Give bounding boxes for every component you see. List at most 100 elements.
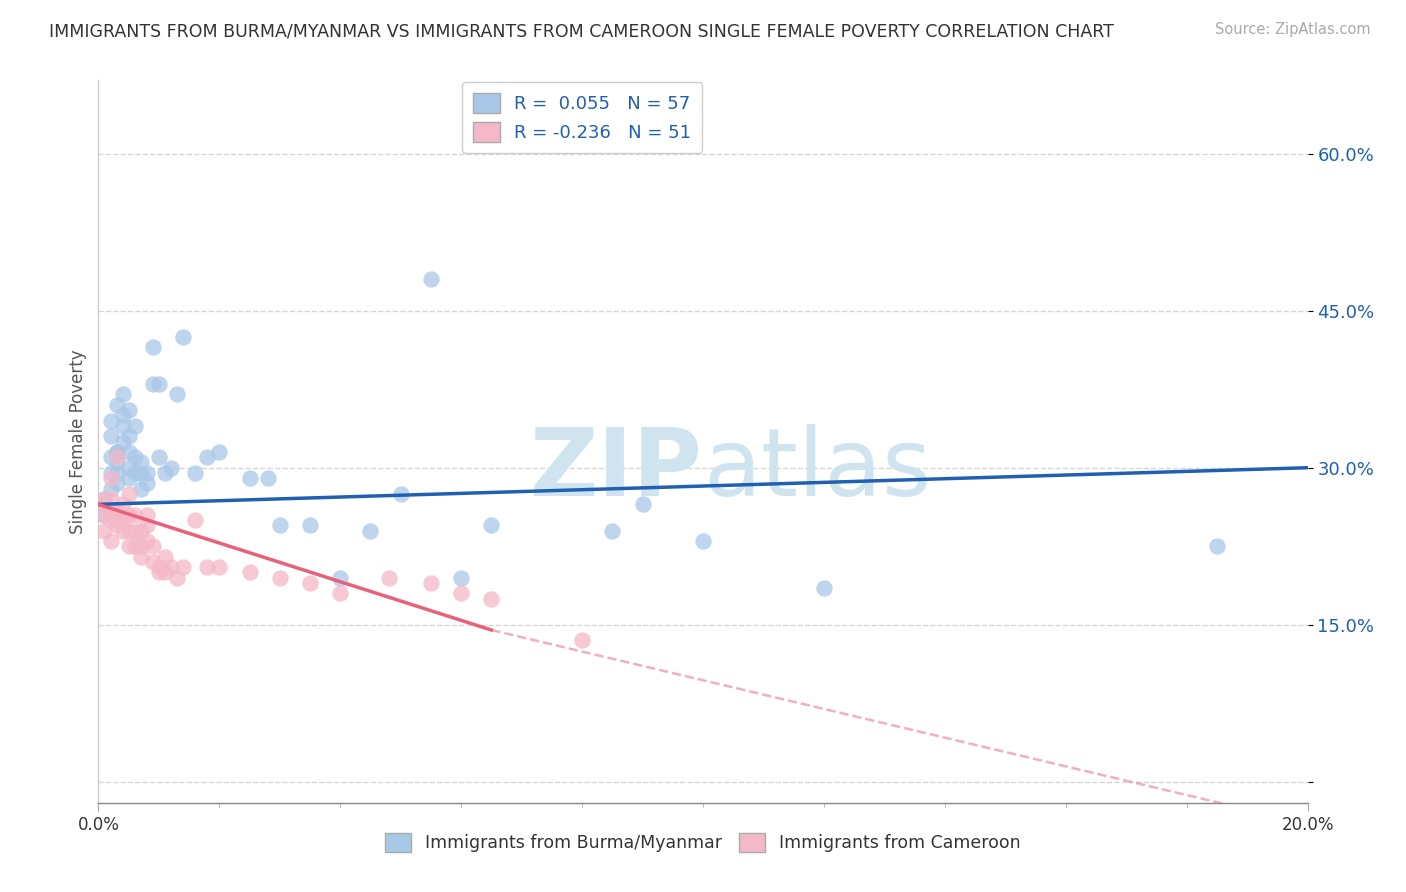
Point: [184, 466, 207, 480]
Point: [135, 476, 157, 491]
Point: [153, 566, 176, 580]
Point: [329, 586, 352, 600]
Point: [129, 524, 152, 538]
Point: [481, 518, 503, 533]
Point: [111, 508, 134, 522]
Point: [124, 508, 146, 522]
Point: [129, 549, 152, 564]
Point: [299, 518, 322, 533]
Legend: Immigrants from Burma/Myanmar, Immigrants from Cameroon: Immigrants from Burma/Myanmar, Immigrant…: [378, 826, 1028, 859]
Point: [602, 524, 624, 538]
Point: [129, 466, 152, 480]
Text: atlas: atlas: [703, 425, 931, 516]
Point: [100, 513, 122, 527]
Point: [124, 466, 146, 480]
Point: [142, 340, 165, 354]
Point: [360, 524, 382, 538]
Point: [135, 518, 157, 533]
Point: [118, 508, 141, 522]
Point: [100, 508, 122, 522]
Point: [93, 524, 115, 538]
Point: [105, 476, 128, 491]
Point: [420, 575, 443, 590]
Point: [148, 560, 170, 574]
Point: [124, 524, 146, 538]
Point: [124, 450, 146, 465]
Point: [105, 398, 128, 412]
Point: [420, 272, 443, 286]
Point: [299, 575, 322, 590]
Point: [195, 450, 218, 465]
Point: [142, 376, 165, 391]
Point: [111, 434, 134, 449]
Point: [329, 571, 352, 585]
Point: [105, 466, 128, 480]
Point: [256, 471, 278, 485]
Point: [208, 560, 231, 574]
Point: [166, 571, 188, 585]
Point: [129, 455, 152, 469]
Point: [93, 497, 115, 511]
Point: [118, 445, 141, 459]
Point: [148, 376, 170, 391]
Point: [118, 487, 141, 501]
Point: [105, 518, 128, 533]
Point: [105, 445, 128, 459]
Point: [269, 518, 291, 533]
Point: [481, 591, 503, 606]
Point: [100, 429, 122, 443]
Point: [118, 403, 141, 417]
Point: [450, 586, 472, 600]
Point: [153, 466, 176, 480]
Point: [160, 460, 183, 475]
Point: [100, 466, 122, 480]
Text: Source: ZipAtlas.com: Source: ZipAtlas.com: [1215, 22, 1371, 37]
Point: [1206, 539, 1229, 553]
Point: [105, 513, 128, 527]
Point: [148, 566, 170, 580]
Point: [118, 524, 141, 538]
Point: [208, 445, 231, 459]
Point: [100, 534, 122, 549]
Point: [631, 497, 654, 511]
Point: [111, 513, 134, 527]
Point: [135, 466, 157, 480]
Text: IMMIGRANTS FROM BURMA/MYANMAR VS IMMIGRANTS FROM CAMEROON SINGLE FEMALE POVERTY : IMMIGRANTS FROM BURMA/MYANMAR VS IMMIGRA…: [49, 22, 1114, 40]
Point: [142, 539, 165, 553]
Point: [105, 455, 128, 469]
Y-axis label: Single Female Poverty: Single Female Poverty: [69, 350, 87, 533]
Point: [111, 409, 134, 423]
Point: [135, 534, 157, 549]
Point: [100, 482, 122, 496]
Point: [118, 471, 141, 485]
Point: [118, 460, 141, 475]
Point: [100, 414, 122, 428]
Point: [100, 471, 122, 485]
Point: [105, 450, 128, 465]
Point: [148, 450, 170, 465]
Point: [142, 555, 165, 569]
Point: [135, 508, 157, 522]
Point: [118, 429, 141, 443]
Point: [269, 571, 291, 585]
Point: [118, 539, 141, 553]
Point: [93, 492, 115, 507]
Point: [153, 549, 176, 564]
Point: [124, 539, 146, 553]
Point: [813, 581, 835, 595]
Point: [172, 560, 194, 574]
Point: [100, 492, 122, 507]
Point: [111, 418, 134, 433]
Point: [166, 387, 188, 401]
Point: [93, 492, 115, 507]
Point: [93, 497, 115, 511]
Point: [571, 633, 593, 648]
Point: [111, 387, 134, 401]
Point: [172, 330, 194, 344]
Point: [111, 497, 134, 511]
Text: ZIP: ZIP: [530, 425, 703, 516]
Point: [692, 534, 714, 549]
Point: [124, 418, 146, 433]
Point: [389, 487, 412, 501]
Point: [100, 450, 122, 465]
